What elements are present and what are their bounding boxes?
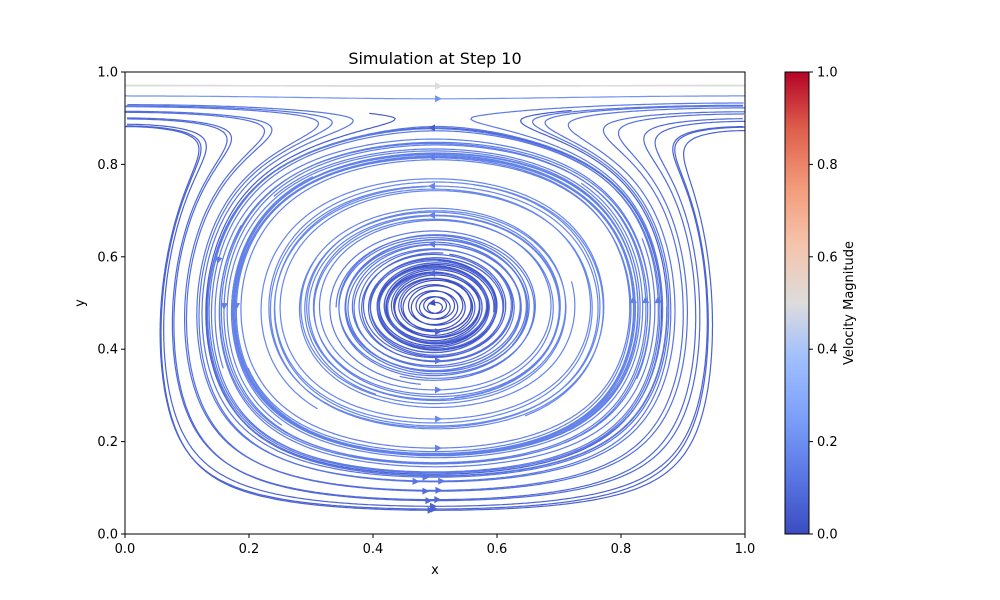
stream-arrow (438, 477, 446, 485)
x-tick-label: 0.2 (239, 542, 260, 557)
y-tick-label: 0.0 (97, 528, 118, 543)
colorbar-label: Velocity Magnitude (842, 241, 857, 365)
stream-arrow (412, 477, 420, 485)
x-axis: 0.0 0.2 0.4 0.6 0.8 1.0 (115, 534, 756, 557)
colorbar-tick-label: 1.0 (817, 66, 838, 81)
plot-frame (124, 71, 746, 535)
y-tick-label: 0.2 (97, 435, 118, 450)
stream-arrow (428, 124, 435, 132)
stream-arrow (435, 415, 442, 423)
chart-title: Simulation at Step 10 (348, 49, 521, 68)
stream-arrow (428, 211, 435, 219)
colorbar-tick-label: 0.4 (817, 343, 838, 358)
stream-arrow (435, 486, 443, 494)
streamline (125, 105, 743, 482)
x-tick-label: 0.0 (115, 542, 136, 557)
x-axis-label: x (431, 563, 439, 578)
x-tick-label: 0.6 (487, 542, 508, 557)
stream-arrow (642, 296, 650, 304)
colorbar (784, 71, 810, 535)
stream-arrow (654, 296, 662, 304)
y-tick-label: 0.6 (97, 250, 118, 265)
stream-arrow (431, 505, 438, 513)
streamline (234, 157, 632, 456)
stream-arrow (428, 153, 435, 161)
colorbar-tick-label: 0.8 (817, 158, 838, 173)
streamline (127, 118, 743, 501)
y-tick-label: 1.0 (97, 66, 118, 81)
stream-arrow (629, 296, 637, 304)
streamline (125, 110, 744, 492)
stream-arrow (215, 256, 223, 264)
x-tick-label: 0.8 (611, 542, 632, 557)
stream-arrows (215, 82, 662, 514)
stream-arrow (434, 328, 442, 336)
stream-arrow (422, 487, 430, 495)
stream-arrow (428, 182, 435, 190)
y-tick-label: 0.4 (97, 343, 118, 358)
colorbar-axis: 0.0 0.2 0.4 0.6 0.8 1.0 (809, 66, 838, 543)
stream-arrow (435, 386, 442, 394)
stream-arrow (428, 240, 435, 248)
streamline (126, 117, 745, 502)
stream-arrow (428, 269, 436, 277)
stream-arrow (435, 357, 442, 365)
stream-arrow (428, 299, 436, 306)
x-tick-label: 1.0 (735, 542, 756, 557)
stream-arrow (425, 497, 433, 505)
streamline (207, 102, 744, 474)
x-tick-label: 0.4 (363, 542, 384, 557)
y-tick-label: 0.8 (97, 158, 118, 173)
y-axis: 0.0 0.2 0.4 0.6 0.8 1.0 (97, 66, 125, 543)
stream-arrow (434, 496, 442, 504)
stream-arrow (435, 95, 442, 103)
streamline (377, 259, 498, 351)
streamline (126, 123, 744, 507)
colorbar-tick-label: 0.6 (817, 250, 838, 265)
stream-arrow (220, 302, 228, 310)
colorbar-tick-label: 0.0 (817, 528, 838, 543)
stream-arrow (435, 444, 442, 452)
y-axis-label: y (73, 299, 88, 307)
streamline (125, 111, 745, 491)
stream-arrow (435, 82, 442, 90)
streamline (126, 125, 745, 511)
stream-arrow (233, 302, 241, 310)
stream-arrow (422, 473, 430, 481)
colorbar-tick-label: 0.2 (817, 435, 838, 450)
